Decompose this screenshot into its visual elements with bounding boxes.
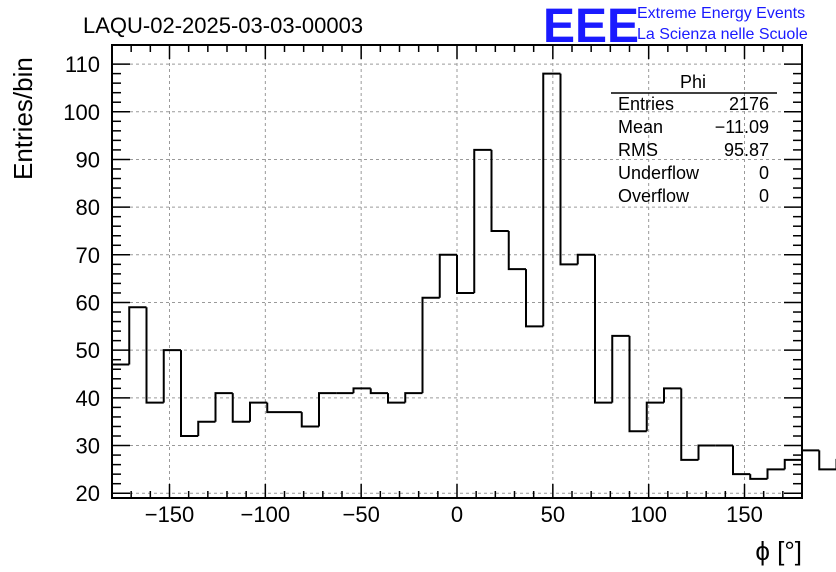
- histogram-bin-29: [611, 334, 630, 403]
- y-tick-label-2: 40: [76, 386, 100, 411]
- histogram-bin-41: [818, 450, 836, 471]
- histogram-bin-12: [318, 392, 337, 427]
- x-tick-label-4: 50: [541, 502, 565, 527]
- y-tick-label-8: 100: [63, 100, 100, 125]
- stats-value-0: 2176: [729, 94, 769, 114]
- stats-rows: Entries 2176 Mean −11.09 RMS 95.87 Underflow 0 O…: [618, 94, 769, 206]
- stats-label-1: Mean: [618, 117, 663, 137]
- stats-label-4: Overflow: [618, 186, 690, 206]
- histogram-bin-4: [180, 350, 199, 438]
- y-tick-label-7: 90: [76, 147, 100, 172]
- x-tick-label-0: −150: [145, 502, 195, 527]
- x-tick-label-5: 100: [630, 502, 667, 527]
- chart-title: LAQU-02-2025-03-03-00003: [83, 13, 363, 38]
- y-tick-label-0: 20: [76, 481, 100, 506]
- histogram-bin-33: [680, 388, 699, 461]
- histogram-bin-31: [645, 401, 664, 432]
- stats-label-3: Underflow: [618, 163, 700, 183]
- histogram-bin-38: [766, 468, 785, 479]
- x-tick-label-6: 150: [726, 502, 763, 527]
- histogram-bin-26: [559, 73, 578, 266]
- y-tick-label-6: 80: [76, 195, 100, 220]
- y-tick-label-1: 30: [76, 434, 100, 459]
- histogram-bin-15: [369, 388, 388, 395]
- histogram-bin-34: [697, 444, 716, 460]
- histogram-bin-30: [628, 335, 647, 433]
- histogram-bin-28: [594, 254, 613, 404]
- histogram-bin-23: [507, 230, 526, 271]
- histogram-bin-36: [732, 445, 751, 476]
- y-tick-label-4: 60: [76, 290, 100, 315]
- histogram-bin-0: [111, 363, 130, 498]
- histogram-bin-8: [249, 401, 268, 422]
- stats-value-3: 0: [759, 163, 769, 183]
- y-tick-label-3: 50: [76, 338, 100, 363]
- histogram-bin-20: [456, 254, 475, 294]
- histogram-bin-17: [404, 392, 423, 403]
- x-axis-label: ϕ [°]: [755, 536, 802, 566]
- histogram-bin-19: [438, 253, 457, 298]
- histogram-bin-24: [525, 269, 544, 328]
- histogram-bin-6: [214, 392, 233, 422]
- histogram-bin-11: [300, 412, 319, 428]
- histogram-bin-3: [162, 349, 181, 403]
- histogram-bin-14: [352, 387, 371, 394]
- logo-line-1: Extreme Energy Events: [637, 5, 805, 22]
- histogram-bin-32: [663, 387, 682, 403]
- logo: EEE Extreme Energy Events La Scienza nel…: [543, 0, 808, 53]
- stats-box: Phi Entries 2176 Mean −11.09 RMS 95.87 Underfl…: [611, 72, 777, 206]
- histogram-bin-25: [542, 72, 561, 327]
- y-tick-label-9: 110: [65, 52, 100, 77]
- stats-value-2: 95.87: [724, 140, 769, 160]
- y-axis-label: Entries/bin: [8, 57, 38, 180]
- histogram-bin-37: [749, 474, 768, 480]
- histogram-bin-22: [490, 149, 509, 232]
- histogram-bin-27: [576, 253, 595, 265]
- histogram-bin-21: [473, 148, 492, 293]
- x-tick-label-3: 0: [451, 502, 463, 527]
- x-tick-label-2: −50: [343, 502, 380, 527]
- histogram-bin-9: [266, 402, 285, 414]
- histogram-bin-1: [128, 306, 147, 365]
- y-tick-labels: 20 30 40 50 60 70 80 90 100 110: [63, 52, 100, 506]
- histogram-bin-18: [421, 296, 440, 394]
- logo-line-2: La Scienza nelle Scuole: [637, 26, 808, 43]
- histogram-bin-16: [387, 393, 406, 404]
- x-tick-labels: −150 −100 −50 0 50 100 150: [145, 502, 763, 527]
- stats-label-0: Entries: [618, 94, 674, 114]
- histogram-bin-2: [145, 307, 164, 404]
- y-tick-label-5: 70: [76, 243, 100, 268]
- x-tick-label-1: −100: [241, 502, 291, 527]
- stats-label-2: RMS: [618, 140, 658, 160]
- stats-title: Phi: [680, 72, 706, 92]
- stats-value-1: −11.09: [715, 117, 769, 137]
- histogram-bin-5: [197, 420, 216, 437]
- histogram-bin-39: [783, 458, 802, 470]
- histogram-bars: [111, 72, 836, 498]
- stats-value-4: 0: [759, 186, 769, 206]
- histogram-bin-40: [801, 449, 820, 460]
- axis-ticks: [111, 45, 803, 498]
- histogram-bin-7: [231, 393, 250, 423]
